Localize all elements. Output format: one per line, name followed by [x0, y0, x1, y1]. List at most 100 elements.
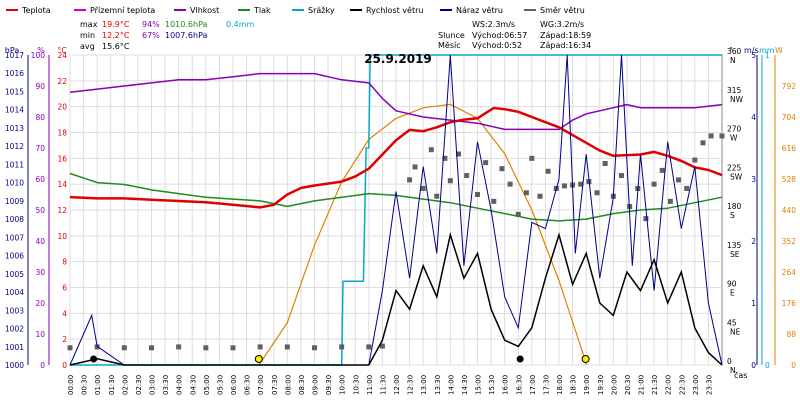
wind-direction-point [676, 177, 682, 183]
y-tick-hpa: 1012 [5, 142, 24, 151]
y-tick-direction: 315 [727, 86, 742, 95]
y-tick-direction: 45 [727, 318, 737, 327]
x-tick-label: 19:30 [597, 375, 605, 395]
y-tick-direction-name: N [730, 366, 736, 375]
y-tick-solar: 88 [786, 330, 796, 339]
axis-unit-celsius: °C [57, 46, 67, 55]
series-line-tlak [69, 172, 723, 222]
y-tick-direction-name: N [730, 56, 736, 65]
series-line-gust [69, 54, 723, 366]
y-tick-direction: 225 [727, 163, 742, 172]
y-tick-celsius: 0 [62, 361, 67, 370]
y-tick-direction-name: SE [730, 250, 740, 259]
wind-direction-point [529, 155, 535, 161]
x-tick-label: 03:30 [162, 375, 170, 395]
wind-direction-point [434, 193, 440, 199]
legend-label: Vlhkost [190, 6, 219, 15]
x-tick-label: 12:30 [407, 375, 415, 395]
wind-direction-point [312, 345, 317, 351]
y-tick-celsius: 20 [57, 103, 67, 112]
axis-unit-percent: % [37, 46, 45, 55]
legend-label: Směr větru [540, 6, 585, 15]
sun-rise: Východ:06:57 [472, 31, 527, 40]
y-tick-hpa: 1014 [5, 106, 24, 115]
x-tick-label: 05:30 [216, 375, 224, 395]
stats-block: max 19.9°C 94% 1010.6hPa 0.4mm min 12.2°… [80, 20, 255, 51]
x-tick-label: 04:00 [176, 375, 184, 395]
wind-direction-point [339, 344, 345, 350]
x-tick-label: 07:00 [257, 375, 265, 395]
y-tick-solar: 176 [782, 299, 797, 308]
x-tick-label: 15:30 [488, 375, 496, 395]
stats-max-temp: 19.9°C [102, 20, 130, 29]
stats-max-rain: 0.4mm [226, 20, 255, 29]
y-tick-celsius: 10 [57, 232, 67, 241]
wind-direction-point [483, 160, 489, 166]
y-tick-celsius: 2 [62, 335, 67, 344]
wind-direction-point [428, 147, 434, 153]
y-tick-celsius: 18 [57, 129, 67, 138]
x-tick-label: 10:00 [339, 375, 347, 395]
stats-max-hum: 94% [142, 20, 160, 29]
wind-direction-point [643, 216, 649, 222]
y-tick-percent: 50 [35, 206, 45, 215]
axis-unit-rain: mm [759, 46, 775, 55]
sun-marker [581, 355, 590, 363]
legend-label: Přízemní teplota [90, 6, 155, 15]
axes: 00:00 00:30 01:00 01:30 02:00 02:30 03:00 03:30… [5, 46, 796, 395]
axis-unit-hpa: hPa [5, 46, 20, 55]
y-tick-celsius: 12 [57, 206, 67, 215]
x-tick-label: 09:00 [312, 375, 320, 395]
y-tick-direction: 270 [727, 125, 742, 134]
x-tick-label: 21:30 [651, 375, 659, 395]
x-tick-label: 05:00 [203, 375, 211, 395]
y-tick-wind: 0 [751, 361, 756, 370]
stats-avg-temp: 15.6°C [102, 42, 130, 51]
y-tick-solar: 440 [782, 206, 797, 215]
wind-direction-point [230, 345, 236, 351]
y-tick-solar: 704 [782, 113, 797, 122]
y-tick-hpa: 1000 [5, 361, 24, 370]
x-tick-label: 22:00 [665, 375, 673, 395]
y-tick-hpa: 1001 [5, 343, 24, 352]
y-tick-hpa: 1016 [5, 69, 24, 78]
y-tick-celsius: 8 [62, 258, 67, 267]
x-tick-label: 21:00 [638, 375, 646, 395]
wind-direction-point [507, 181, 513, 187]
moon-label: Měsíc [438, 41, 461, 50]
wind-direction-point [366, 344, 372, 350]
y-tick-hpa: 1004 [5, 288, 24, 297]
ws-text: WS:2.3m/s [472, 20, 515, 29]
y-tick-percent: 0 [40, 361, 45, 370]
y-tick-direction: 135 [727, 241, 742, 250]
stats-min-label: min [80, 31, 95, 40]
y-tick-direction: 180 [727, 202, 742, 211]
wind-direction-point [692, 157, 698, 163]
y-tick-solar: 616 [782, 144, 797, 153]
y-tick-hpa: 1002 [5, 325, 24, 334]
wind-direction-point [455, 151, 461, 157]
y-tick-wind: 2 [751, 237, 756, 246]
x-tick-label: 02:00 [121, 375, 129, 395]
sun-marker [254, 355, 263, 363]
wind-direction-point [515, 211, 521, 217]
axis-unit-wind: m/s [744, 46, 759, 55]
y-tick-direction-name: E [730, 289, 735, 298]
x-tick-label: 19:00 [583, 375, 591, 395]
y-tick-wind: 4 [751, 113, 756, 122]
wind-direction-point [561, 183, 567, 189]
legend-label: Rychlost větru [366, 6, 423, 15]
y-tick-wind: 5 [751, 51, 756, 60]
x-tick-label: 16:30 [515, 375, 523, 395]
legend-label: Srážky [308, 6, 335, 15]
x-tick-label: 00:30 [81, 375, 89, 395]
wind-direction-point [407, 177, 413, 183]
y-tick-hpa: 1008 [5, 215, 24, 224]
moon-marker [90, 355, 98, 363]
series-line-vlhkost [69, 72, 723, 131]
wind-direction-point [667, 198, 673, 204]
wind-direction-point [700, 140, 706, 146]
wind-direction-point [420, 185, 426, 191]
stats-min-temp: 12.2°C [102, 31, 130, 40]
